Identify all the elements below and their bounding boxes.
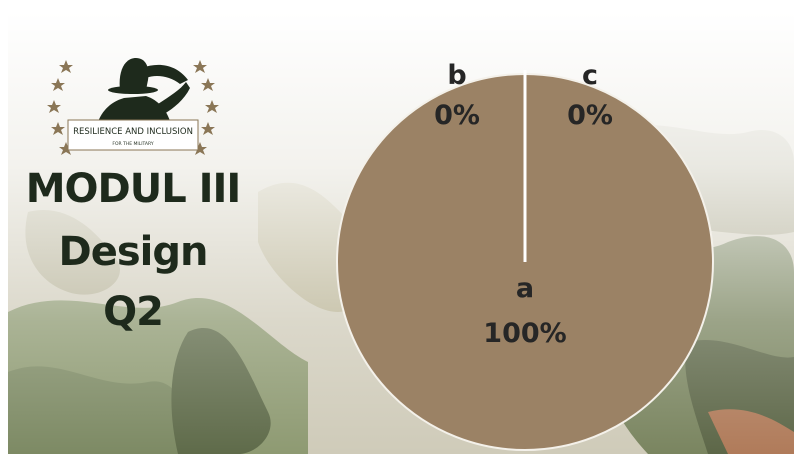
slice-label-b: b [447, 60, 466, 91]
slice-value-a: 100% [483, 318, 566, 349]
svg-text:RESILIENCE AND INCLUSION: RESILIENCE AND INCLUSION [73, 127, 193, 137]
slice-value-b: 0% [434, 100, 480, 131]
slide-title-line-3: Q2 [103, 289, 164, 335]
star-icons [47, 60, 219, 155]
slide-title-line-2: Design [58, 229, 209, 275]
slice-label-a: a [516, 273, 534, 304]
slice-label-c: c [582, 60, 598, 91]
military-logo: RESILIENCE AND INCLUSION FOR THE MILITAR… [47, 58, 219, 155]
svg-text:FOR THE MILITARY: FOR THE MILITARY [112, 141, 153, 147]
saluting-soldier-icon [96, 58, 190, 128]
slide: RESILIENCE AND INCLUSION FOR THE MILITAR… [8, 12, 794, 454]
slide-title-line-1: MODUL III [25, 166, 242, 212]
pie-chart: a 100% b 0% c 0% [336, 60, 714, 451]
slice-value-c: 0% [567, 100, 613, 131]
